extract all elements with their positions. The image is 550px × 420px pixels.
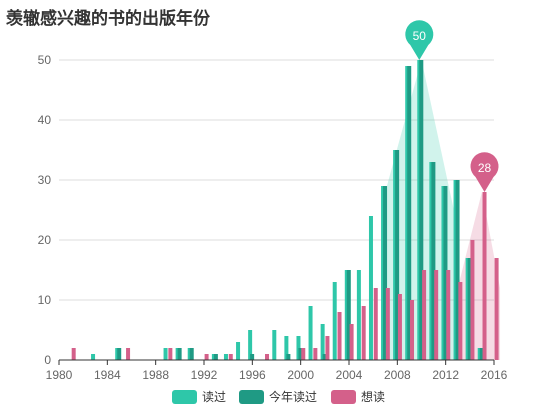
bar[interactable] xyxy=(163,348,168,360)
bar[interactable] xyxy=(313,348,318,360)
y-tick-label: 10 xyxy=(38,293,52,307)
axes: 0 10 20 30 40 50 1980 1984 1988 1992 1996 2000 2004 2… xyxy=(38,53,508,382)
bar[interactable] xyxy=(349,324,354,360)
bar[interactable] xyxy=(325,336,330,360)
bar[interactable] xyxy=(443,186,448,360)
markers: 50 28 xyxy=(405,20,499,192)
bar[interactable] xyxy=(189,348,194,360)
peak-area xyxy=(457,192,501,360)
x-tick-label: 1980 xyxy=(46,368,73,382)
legend-item[interactable]: 想读 xyxy=(331,389,385,404)
bar[interactable] xyxy=(248,330,253,360)
bar[interactable] xyxy=(298,348,303,360)
bar[interactable] xyxy=(373,288,378,360)
bar[interactable] xyxy=(322,354,327,360)
legend-swatch xyxy=(172,390,197,404)
x-tick-label: 1984 xyxy=(94,368,121,382)
bar[interactable] xyxy=(126,348,131,360)
chart-title: 羡辙感兴趣的书的出版年份 xyxy=(6,9,210,29)
bar[interactable] xyxy=(407,66,412,360)
bar[interactable] xyxy=(356,270,361,360)
bar[interactable] xyxy=(494,258,499,360)
bar[interactable] xyxy=(301,348,306,360)
legend[interactable]: 读过 今年读过 想读 xyxy=(172,389,385,404)
bar[interactable] xyxy=(284,336,289,360)
bar[interactable] xyxy=(446,270,451,360)
marker-label: 50 xyxy=(413,29,427,43)
bar[interactable] xyxy=(368,216,373,360)
bar[interactable] xyxy=(236,342,241,360)
bar[interactable] xyxy=(385,288,390,360)
bar[interactable] xyxy=(383,186,388,360)
bar[interactable] xyxy=(346,270,351,360)
bar[interactable] xyxy=(168,348,173,360)
bar[interactable] xyxy=(117,348,122,360)
legend-label: 今年读过 xyxy=(269,389,317,404)
bar[interactable] xyxy=(397,294,402,360)
legend-label: 读过 xyxy=(202,390,226,404)
bar[interactable] xyxy=(308,306,313,360)
x-tick-label: 2012 xyxy=(432,368,459,382)
bars xyxy=(71,60,499,360)
bar[interactable] xyxy=(250,354,255,360)
legend-label: 想读 xyxy=(361,389,385,404)
bar[interactable] xyxy=(455,180,460,360)
y-tick-label: 40 xyxy=(38,113,52,127)
bar[interactable] xyxy=(361,306,366,360)
bar[interactable] xyxy=(177,348,182,360)
bar[interactable] xyxy=(71,348,76,360)
x-tick-label: 1996 xyxy=(239,368,266,382)
bar[interactable] xyxy=(272,330,277,360)
bar[interactable] xyxy=(337,312,342,360)
x-tick-label: 2016 xyxy=(481,368,508,382)
bar[interactable] xyxy=(479,348,484,360)
bar[interactable] xyxy=(223,354,228,360)
marker-pin[interactable] xyxy=(405,20,434,60)
x-tick-label: 1992 xyxy=(191,368,218,382)
bar[interactable] xyxy=(431,162,436,360)
bar[interactable] xyxy=(320,324,325,360)
bar[interactable] xyxy=(482,192,487,360)
legend-item[interactable]: 读过 xyxy=(172,390,226,404)
legend-swatch xyxy=(331,390,356,404)
marker-pin[interactable] xyxy=(470,152,499,192)
bar[interactable] xyxy=(467,258,472,360)
bar[interactable] xyxy=(470,240,475,360)
bar[interactable] xyxy=(434,270,439,360)
y-tick-label: 0 xyxy=(44,353,51,367)
y-tick-label: 50 xyxy=(38,53,52,67)
bar[interactable] xyxy=(265,354,270,360)
x-tick-label: 2008 xyxy=(384,368,411,382)
bar[interactable] xyxy=(286,354,291,360)
x-tick-label: 2004 xyxy=(336,368,363,382)
bar[interactable] xyxy=(395,150,400,360)
bar[interactable] xyxy=(458,282,463,360)
legend-item[interactable]: 今年读过 xyxy=(239,389,317,404)
marker-label: 28 xyxy=(478,161,492,175)
y-tick-label: 30 xyxy=(38,173,52,187)
x-tick-label: 1988 xyxy=(142,368,169,382)
y-tick-label: 20 xyxy=(38,233,52,247)
bar[interactable] xyxy=(228,354,233,360)
bar[interactable] xyxy=(332,282,337,360)
legend-swatch xyxy=(239,390,264,404)
bar[interactable] xyxy=(213,354,218,360)
x-tick-label: 2000 xyxy=(287,368,314,382)
bar[interactable] xyxy=(419,60,424,360)
bar[interactable] xyxy=(204,354,209,360)
bar[interactable] xyxy=(422,270,427,360)
bar[interactable] xyxy=(91,354,96,360)
bar[interactable] xyxy=(410,300,415,360)
